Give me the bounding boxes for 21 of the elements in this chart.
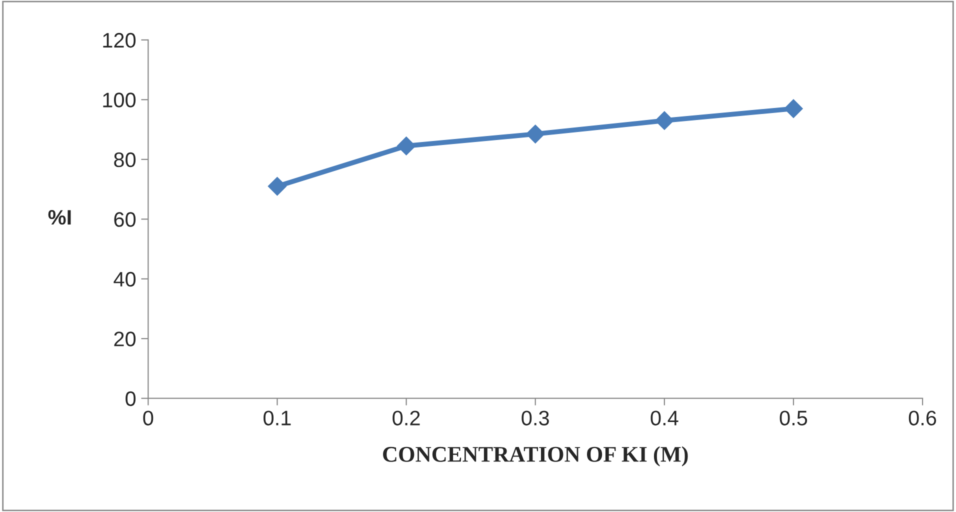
x-tick-label: 0.5 [780,410,808,426]
point [396,136,416,156]
y-tick-label: 60 [114,212,136,227]
x-axis-title: CONCENTRATION OF KI (M) [383,446,688,466]
point [268,176,287,196]
x-tick-label: 0.4 [650,410,678,426]
x-tick-label: 0.1 [264,410,291,426]
y-tick-label: 0 [126,391,136,406]
point [784,99,803,118]
point [526,124,545,144]
x-tick-label: 0 [143,410,154,426]
y-tick-label: 80 [114,152,136,168]
y-axis-title: %I [48,210,71,225]
x-tick-label: 0.6 [908,410,936,426]
y-tick-label: 40 [114,272,136,287]
point [655,111,674,130]
y-tick-label: 100 [103,92,136,108]
y-tick-label: 20 [114,332,136,346]
x-tick-label: 0.3 [522,410,549,426]
y-tick-label: 120 [103,32,136,48]
x-tick-label: 0.2 [392,410,420,426]
